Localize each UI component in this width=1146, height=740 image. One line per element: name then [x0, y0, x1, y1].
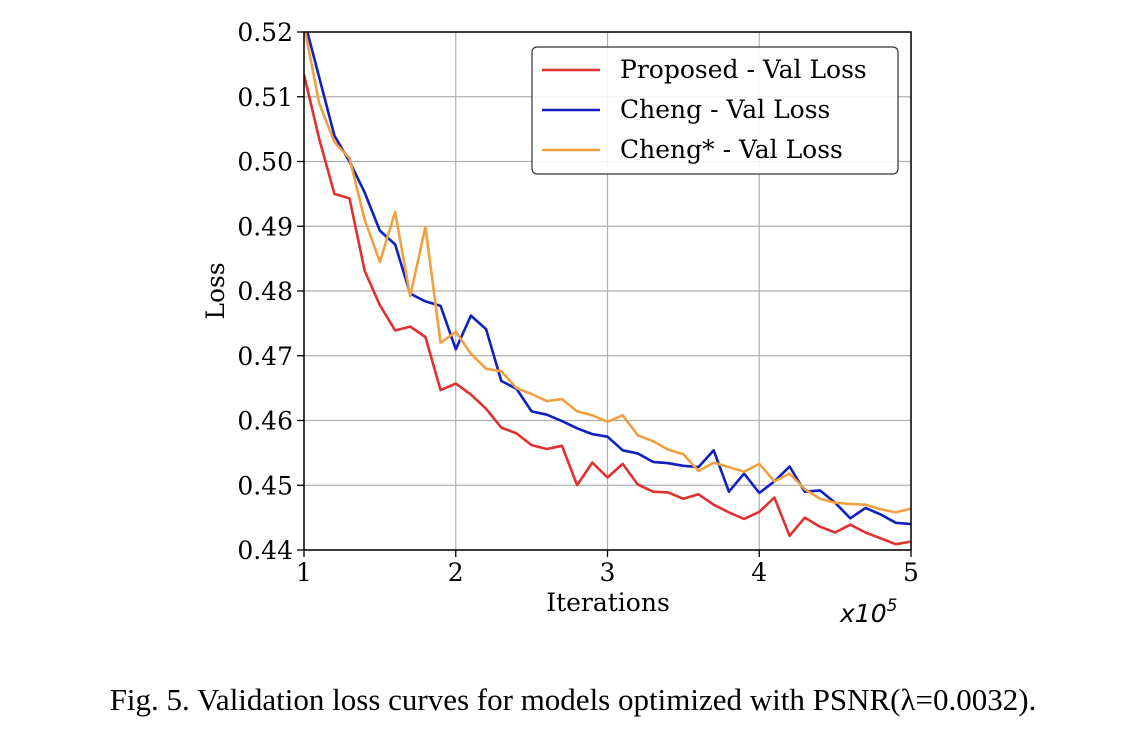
x-exponent-base: x10 [839, 599, 887, 628]
x-axis-exponent: x105 [839, 596, 897, 628]
x-exponent-power: 5 [887, 596, 898, 616]
chart-ticks [297, 31, 912, 557]
x-tick-label: 2 [448, 558, 464, 587]
series-line-1 [304, 74, 911, 546]
y-tick-labels: 0.44 0.45 0.46 0.47 0.48 0.49 0.50 0.51 0.52 [237, 18, 293, 565]
x-tick-label: 3 [600, 558, 616, 587]
x-tick-label: 5 [903, 558, 919, 587]
y-tick-label: 0.44 [237, 536, 293, 565]
chart-legend: Proposed - Val Loss Cheng - Val Loss Cheng… [531, 46, 899, 175]
y-tick-label: 0.49 [237, 212, 293, 241]
y-tick-label: 0.47 [237, 342, 293, 371]
y-tick-label: 0.46 [237, 407, 293, 436]
y-tick-label: 0.45 [237, 471, 293, 500]
y-axis-label: Loss [201, 262, 230, 319]
x-tick-label: 4 [751, 558, 767, 587]
legend-label-1: Proposed - Val Loss [620, 55, 867, 84]
x-axis-label: Iterations [546, 588, 670, 617]
y-tick-label: 0.50 [237, 148, 293, 177]
y-tick-label: 0.51 [237, 83, 293, 112]
x-tick-labels: 1 2 3 4 5 [296, 558, 919, 587]
y-tick-label: 0.52 [237, 18, 293, 47]
series-line-3 [304, 32, 911, 514]
x-tick-label: 1 [296, 558, 312, 587]
legend-box [531, 46, 899, 175]
legend-label-3: Cheng* - Val Loss [620, 135, 843, 164]
figure-caption: Fig. 5. Validation loss curves for model… [109, 682, 1037, 717]
chart-series-lines [304, 32, 911, 546]
legend-label-2: Cheng - Val Loss [620, 95, 830, 124]
y-tick-label: 0.48 [237, 277, 293, 306]
